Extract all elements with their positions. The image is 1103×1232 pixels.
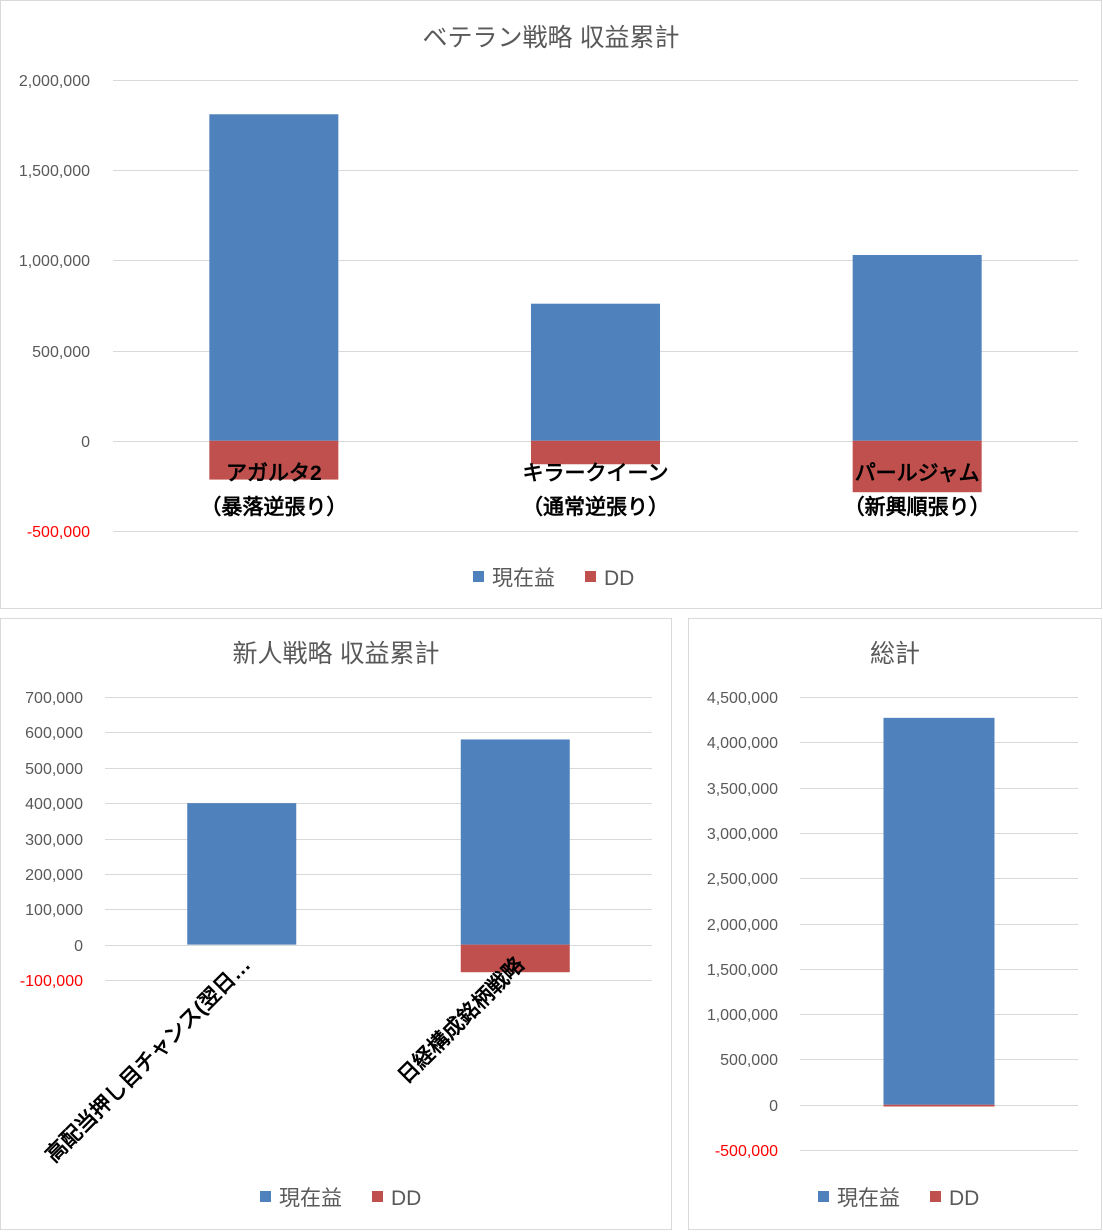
x-tick-label-line: パールジャム [855, 462, 980, 485]
y-tick-label: 200,000 [25, 867, 83, 884]
y-tick-label: 500,000 [32, 344, 90, 361]
bar-dd [852, 440, 982, 493]
legend-swatch-current [473, 571, 484, 582]
y-tick-label: 3,000,000 [707, 826, 778, 843]
bar-dd [209, 440, 339, 480]
x-tick-label-line: キラークイーン [523, 462, 669, 485]
y-tick-label: 600,000 [25, 725, 83, 742]
x-tick-label: パールジャム （新興順張り） [844, 462, 991, 519]
bar-current [852, 254, 982, 441]
legend-label-dd: DD [391, 1187, 421, 1210]
legend-item-current: 現在益 [260, 1187, 342, 1210]
bar-current [460, 739, 570, 945]
legend: 現在益 DD [473, 567, 634, 590]
chart-title: 新人戦略 収益累計 [233, 640, 440, 668]
legend-swatch-dd [372, 1191, 383, 1202]
bar-dd [531, 440, 660, 465]
chart-veteran-strategies: ベテラン戦略 収益累計 -500,000 0 500,000 1,000,000 1,5… [0, 0, 1102, 609]
y-tick-label: 3,500,000 [707, 781, 778, 798]
y-tick-label: 500,000 [25, 761, 83, 778]
legend-swatch-dd [585, 571, 596, 582]
y-tick-label: 0 [769, 1098, 778, 1115]
legend-label-current: 現在益 [279, 1187, 342, 1210]
legend: 現在益 DD [818, 1187, 979, 1210]
y-tick-label: 2,500,000 [707, 871, 778, 888]
chart-total: 総計 -500,000 0 500,000 1,000,000 1,500,000 2,0… [688, 618, 1102, 1230]
bar-current [531, 303, 660, 441]
y-tick-label: 300,000 [25, 832, 83, 849]
y-tick-label: 0 [81, 434, 90, 451]
y-tick-label: -500,000 [27, 524, 90, 541]
y-tick-label: 0 [74, 938, 83, 955]
legend-item-dd: DD [372, 1187, 421, 1210]
chart-panel [0, 618, 672, 1230]
y-tick-label: -500,000 [715, 1143, 778, 1160]
bar-dd [460, 944, 570, 973]
y-tick-label: -100,000 [20, 973, 83, 990]
y-tick-label: 100,000 [25, 902, 83, 919]
x-tick-label-line: アガルタ2 [226, 462, 322, 485]
legend-item-current: 現在益 [818, 1187, 900, 1210]
y-tick-label: 4,000,000 [707, 735, 778, 752]
bar-dd [883, 1104, 995, 1107]
legend-item-dd: DD [585, 567, 634, 590]
legend-label-dd: DD [604, 567, 634, 590]
bar-current [883, 717, 995, 1105]
chart-title: 総計 [870, 640, 920, 668]
x-tick-label-line: （通常逆張り） [522, 495, 669, 519]
y-tick-label: 2,000,000 [707, 917, 778, 934]
legend: 現在益 DD [260, 1187, 421, 1210]
x-tick-label-line: （暴落逆張り） [200, 495, 347, 519]
y-tick-label: 1,000,000 [19, 253, 90, 270]
plot-area: -500,000 0 500,000 1,000,000 1,500,000 2,000,… [707, 690, 1078, 1160]
legend-label-dd: DD [949, 1187, 979, 1210]
x-tick-label: アガルタ2 （暴落逆張り） [200, 462, 347, 519]
legend-label-current: 現在益 [837, 1187, 900, 1210]
chart-new-strategies: 新人戦略 収益累計 -100,000 0 100,000 200,000 300,000… [0, 618, 672, 1230]
bar-current [209, 114, 339, 441]
chart-title: ベテラン戦略 収益累計 [423, 24, 680, 52]
plot-area: -500,000 0 500,000 1,000,000 1,500,000 2,000,… [19, 73, 1078, 541]
y-tick-label: 1,500,000 [19, 163, 90, 180]
legend-swatch-current [260, 1191, 271, 1202]
y-tick-label: 2,000,000 [19, 73, 90, 90]
y-tick-label: 1,500,000 [707, 962, 778, 979]
legend-swatch-current [818, 1191, 829, 1202]
x-tick-label: キラークイーン （通常逆張り） [522, 462, 669, 519]
x-tick-label-line: （新興順張り） [844, 495, 991, 519]
y-tick-label: 1,000,000 [707, 1007, 778, 1024]
y-tick-label: 400,000 [25, 796, 83, 813]
y-tick-label: 4,500,000 [707, 690, 778, 707]
y-tick-label: 500,000 [720, 1052, 778, 1069]
legend-swatch-dd [930, 1191, 941, 1202]
y-tick-label: 700,000 [25, 690, 83, 707]
bar-current [187, 803, 297, 945]
legend-item-dd: DD [930, 1187, 979, 1210]
legend-item-current: 現在益 [473, 567, 555, 590]
legend-label-current: 現在益 [492, 567, 555, 590]
